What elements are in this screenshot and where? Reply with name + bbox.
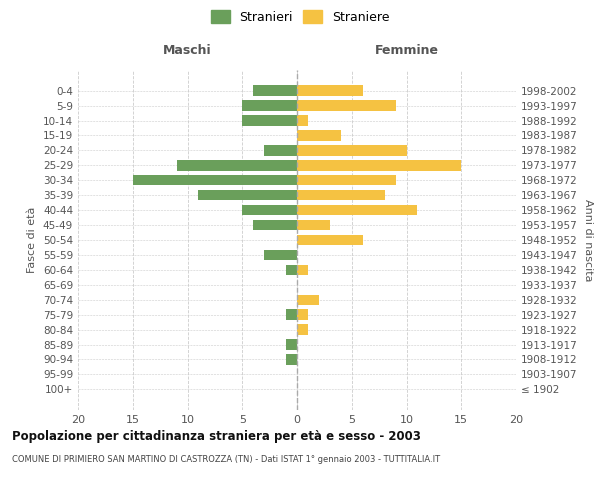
Bar [297, 205, 418, 216]
Bar [297, 294, 319, 305]
Bar [297, 86, 363, 96]
Bar [297, 160, 461, 170]
Bar [133, 175, 297, 186]
Bar [286, 340, 297, 349]
Bar [286, 354, 297, 364]
Text: Popolazione per cittadinanza straniera per età e sesso - 2003: Popolazione per cittadinanza straniera p… [12, 430, 421, 443]
Bar [297, 145, 407, 156]
Bar [253, 220, 297, 230]
Bar [242, 100, 297, 111]
Bar [297, 100, 395, 111]
Bar [253, 86, 297, 96]
Bar [297, 130, 341, 140]
Bar [297, 235, 363, 245]
Bar [297, 264, 308, 275]
Bar [297, 116, 308, 126]
Bar [264, 250, 297, 260]
Text: Femmine: Femmine [374, 44, 439, 58]
Bar [297, 324, 308, 335]
Bar [176, 160, 297, 170]
Y-axis label: Anni di nascita: Anni di nascita [583, 198, 593, 281]
Bar [286, 310, 297, 320]
Bar [297, 190, 385, 200]
Bar [297, 220, 330, 230]
Text: COMUNE DI PRIMIERO SAN MARTINO DI CASTROZZA (TN) - Dati ISTAT 1° gennaio 2003 - : COMUNE DI PRIMIERO SAN MARTINO DI CASTRO… [12, 455, 440, 464]
Bar [297, 310, 308, 320]
Text: Maschi: Maschi [163, 44, 212, 58]
Bar [242, 116, 297, 126]
Y-axis label: Fasce di età: Fasce di età [28, 207, 37, 273]
Bar [199, 190, 297, 200]
Bar [264, 145, 297, 156]
Bar [242, 205, 297, 216]
Bar [297, 175, 395, 186]
Legend: Stranieri, Straniere: Stranieri, Straniere [207, 6, 393, 28]
Bar [286, 264, 297, 275]
